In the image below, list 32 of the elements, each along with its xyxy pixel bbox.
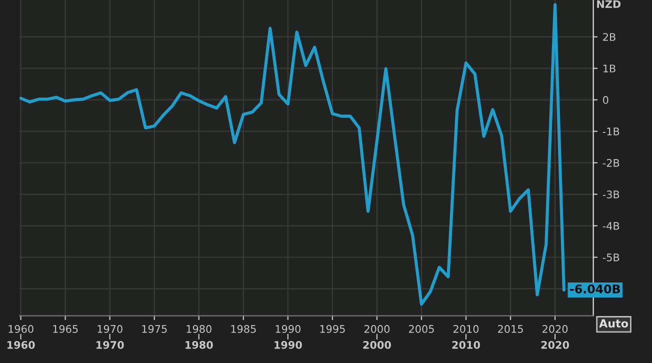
x-tick-label: 2000 — [364, 325, 390, 333]
y-tick-label: 1B — [603, 64, 616, 72]
y-tick-label: -2B — [602, 159, 620, 167]
y-tick-label: 2B — [603, 33, 616, 41]
x-tick-label: 1980 — [186, 325, 212, 333]
x-tick-label: 1995 — [320, 325, 345, 333]
y-tick-label: -3B — [602, 190, 620, 198]
x-tick-label: 2020 — [542, 325, 568, 333]
y-tick-label: -4B — [602, 222, 620, 230]
x2-tick-label: 2000 — [363, 340, 391, 349]
x2-tick-label: 1990 — [274, 340, 302, 349]
x2-tick-label: 1970 — [96, 340, 124, 349]
x-tick-label: 2010 — [454, 325, 479, 333]
x2-tick-label: 2010 — [452, 340, 480, 349]
y-tick-label: -1B — [602, 128, 620, 136]
x2-tick-label: 1980 — [186, 340, 213, 349]
x-tick-label: 1975 — [142, 325, 167, 333]
x-tick-label: 1985 — [231, 325, 256, 333]
x-tick-label: 2005 — [408, 325, 434, 333]
text: Auto — [599, 319, 628, 328]
x2-tick-label: 2020 — [541, 340, 570, 349]
line-series — [20, 3, 566, 306]
x-tick-label: 1960 — [8, 325, 34, 333]
x-tick-label: 1990 — [276, 325, 300, 333]
data-label: -6.040B — [570, 284, 620, 294]
x2-tick-label: 1960 — [7, 340, 35, 349]
y-axis-title: NZD — [597, 0, 621, 8]
x-tick-label: 2015 — [498, 325, 523, 333]
y-tick-label: -5B — [602, 254, 620, 262]
y-tick-label: 0 — [603, 96, 608, 104]
x-tick-label: 1970 — [98, 325, 122, 333]
x-tick-label: 1965 — [53, 325, 78, 333]
